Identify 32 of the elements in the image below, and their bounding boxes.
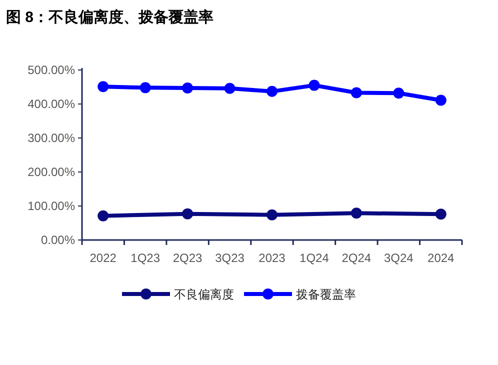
x-tick-label: 3Q24	[384, 251, 414, 265]
point	[350, 87, 362, 98]
x-tick-label: 1Q23	[130, 251, 160, 265]
y-tick-label: 500.00%	[28, 63, 76, 77]
point	[308, 80, 320, 91]
x-tick-label: 2Q24	[342, 251, 372, 265]
y-tick-label: 100.00%	[28, 199, 76, 213]
point	[182, 82, 194, 94]
y-tick-label: 0.00%	[40, 233, 76, 247]
y-tick-label: 400.00%	[28, 97, 76, 111]
point	[98, 81, 109, 92]
point	[393, 88, 404, 99]
legend-label: 拨备覆盖率	[296, 288, 356, 302]
x-tick-label: 2024	[428, 251, 455, 265]
y-tick-label: 300.00%	[28, 131, 76, 145]
legend-label: 不良偏离度	[174, 288, 234, 302]
x-tick-label: 2023	[258, 251, 286, 265]
y-tick-label: 200.00%	[28, 165, 76, 179]
point	[435, 208, 446, 220]
x-tick-label: 2Q23	[172, 251, 203, 265]
point	[182, 208, 194, 220]
point	[266, 209, 278, 220]
point	[98, 210, 109, 222]
point	[350, 208, 362, 219]
x-tick-label: 1Q24	[300, 251, 330, 265]
x-tick-label: 3Q23	[215, 251, 245, 265]
x-tick-label: 2022	[90, 251, 117, 265]
point	[266, 86, 278, 97]
chart-title: 图 8：不良偏离度、拨备覆盖率	[6, 8, 214, 26]
point	[435, 94, 446, 106]
point	[140, 82, 151, 94]
point	[224, 82, 236, 94]
